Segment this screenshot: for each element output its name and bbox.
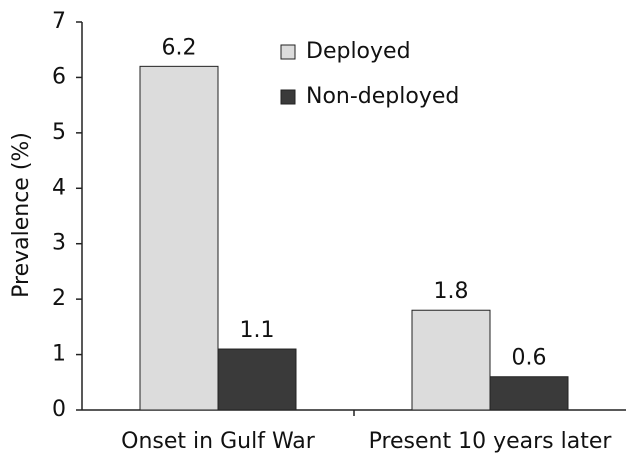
bar — [139, 65, 219, 411]
data-label: 0.6 — [512, 346, 547, 371]
y-tick-label: 2 — [52, 286, 66, 311]
bar — [411, 309, 491, 411]
data-label: 1.8 — [434, 279, 469, 304]
x-tick-label: Present 10 years later — [369, 429, 613, 454]
legend-swatch — [280, 89, 296, 105]
data-label: 6.2 — [162, 35, 197, 60]
y-tick-label: 6 — [52, 64, 66, 89]
y-tick-label: 4 — [52, 175, 66, 200]
x-tick-label: Onset in Gulf War — [121, 429, 316, 454]
legend-label: Non-deployed — [306, 84, 459, 109]
bar — [217, 348, 297, 411]
legend-swatch — [280, 44, 296, 60]
bar — [489, 376, 569, 411]
y-tick-label: 5 — [52, 120, 66, 145]
y-tick-label: 3 — [52, 231, 66, 256]
y-tick-label: 1 — [52, 342, 66, 367]
y-axis-label: Prevalence (%) — [9, 132, 34, 298]
data-label: 1.1 — [240, 318, 275, 343]
y-tick-label: 7 — [52, 9, 66, 34]
y-tick-label: 0 — [52, 397, 66, 422]
legend-label: Deployed — [306, 39, 411, 64]
